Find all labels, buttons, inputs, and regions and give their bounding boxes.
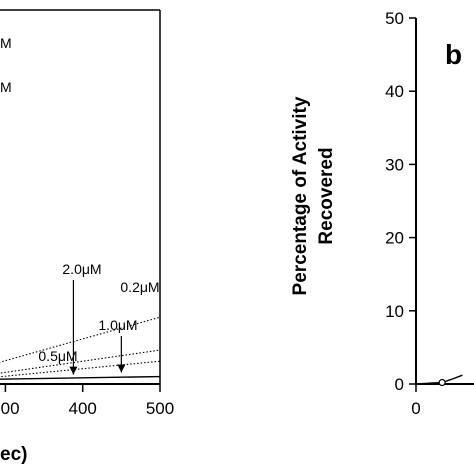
panel-b-y-axis-label-line-2: Recovered	[316, 147, 337, 244]
panel-b-series	[415, 374, 463, 387]
panel-a-annotations: 2.0μM 0.2μM 1.0μM 0.5μM	[38, 261, 160, 375]
legend-fragment-2: M	[0, 79, 12, 95]
panel-a-series	[0, 316, 161, 380]
panel-b-series-line	[415, 374, 463, 385]
panel-b: 0 10 20 30 40 50 0 b Percentage of Activity R…	[290, 9, 474, 418]
panel-b-x-ticks: 0	[411, 384, 421, 418]
legend-fragment-1: M	[0, 35, 12, 51]
panel-a-annotation-arrow-head	[69, 366, 78, 375]
panel-b-y-tick-label: 10	[385, 302, 404, 321]
panel-b-y-ticks: 0 10 20 30 40 50	[385, 9, 416, 394]
panel-b-x-tick-label: 0	[411, 399, 420, 418]
panel-a: 300 400 500 2.0μM 0.2μM 1.0μM 0.5μM M M ec)	[0, 9, 174, 465]
panel-b-y-tick-label: 0	[395, 375, 404, 394]
panel-b-y-axis-label-line-1: Percentage of Activity	[290, 96, 311, 295]
panel-a-series-line-1	[0, 375, 161, 380]
panel-a-annotation-arrow-head	[117, 364, 126, 373]
panel-b-y-tick-label: 30	[385, 155, 404, 174]
panel-b-label: b	[445, 39, 462, 70]
panel-a-annotation-label: 1.0μM	[98, 317, 137, 333]
panel-a-x-ticks: 300 400 500	[0, 384, 174, 418]
panel-a-annotation-label: 0.2μM	[120, 279, 159, 295]
panel-a-series-line-4	[0, 360, 161, 378]
panel-a-x-tick-label: 500	[146, 399, 174, 418]
panel-b-data-point	[438, 378, 446, 387]
panel-b-y-tick-label: 50	[385, 9, 404, 28]
panel-a-annotation-label: 0.5μM	[38, 348, 77, 364]
panel-a-x-axis-label: ec)	[0, 444, 27, 465]
panel-a-x-tick-label: 400	[69, 399, 97, 418]
panel-a-x-tick-label: 300	[0, 399, 20, 418]
panel-b-y-tick-label: 20	[385, 229, 404, 248]
panel-a-annotation-label: 2.0μM	[62, 261, 101, 277]
panel-b-y-tick-label: 40	[385, 82, 404, 101]
panel-a-series-line-2	[0, 316, 161, 363]
